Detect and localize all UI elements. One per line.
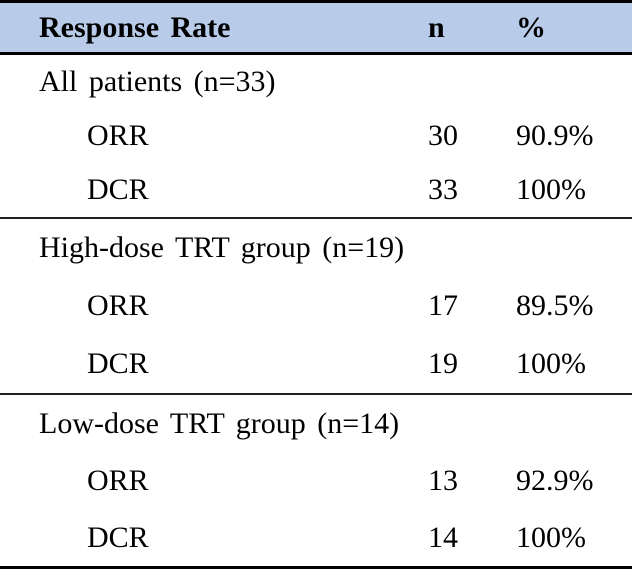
row-n-value: 30 — [428, 119, 458, 152]
row-percent-value: 100% — [516, 347, 586, 380]
group-title: High-dose TRT group (n=19) — [39, 231, 405, 264]
row-percent-value: 100% — [516, 520, 586, 554]
row-label: ORR — [87, 119, 149, 152]
row-percent-value: 90.9% — [516, 119, 594, 152]
row-n-value: 33 — [428, 173, 458, 206]
table-row: DCR 33 100% — [0, 163, 632, 217]
group-title: All patients (n=33) — [39, 65, 276, 98]
row-n-value: 17 — [428, 289, 458, 322]
table-row: DCR 19 100% — [0, 335, 632, 393]
group-title: Low-dose TRT group (n=14) — [39, 406, 400, 440]
row-percent-value: 89.5% — [516, 289, 594, 322]
row-n-value: 14 — [428, 520, 458, 554]
row-percent-value: 100% — [516, 173, 586, 206]
header-percent: % — [516, 10, 546, 44]
group-title-row: Low-dose TRT group (n=14) — [0, 395, 632, 452]
table-row: ORR 30 90.9% — [0, 109, 632, 163]
table-row: ORR 13 92.9% — [0, 452, 632, 509]
header-n: n — [428, 10, 445, 44]
row-label: ORR — [87, 463, 149, 497]
section-high-dose: High-dose TRT group (n=19) ORR 17 89.5% … — [0, 217, 632, 393]
group-title-row: High-dose TRT group (n=19) — [0, 219, 632, 277]
group-title-row: All patients (n=33) — [0, 55, 632, 109]
row-label: DCR — [87, 520, 149, 554]
table-row: ORR 17 89.5% — [0, 277, 632, 335]
row-percent-value: 92.9% — [516, 463, 594, 497]
row-n-value: 13 — [428, 463, 458, 497]
row-n-value: 19 — [428, 347, 458, 380]
table-row: DCR 14 100% — [0, 509, 632, 566]
row-label: DCR — [87, 347, 149, 380]
section-all-patients: All patients (n=33) ORR 30 90.9% DCR 33 … — [0, 55, 632, 217]
section-low-dose: Low-dose TRT group (n=14) ORR 13 92.9% D… — [0, 393, 632, 566]
table-header-row: Response Rate n % — [0, 3, 632, 55]
header-response-rate: Response Rate — [39, 10, 231, 44]
row-label: ORR — [87, 289, 149, 322]
row-label: DCR — [87, 173, 149, 206]
